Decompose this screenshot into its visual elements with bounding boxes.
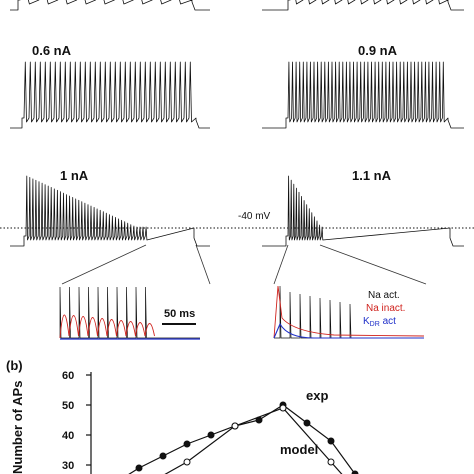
legend-na-act: Na act. bbox=[368, 290, 400, 301]
label-0.6nA: 0.6 nA bbox=[32, 43, 72, 58]
trace-3 bbox=[262, 61, 464, 129]
y-ticks: 60 50 40 30 bbox=[62, 370, 91, 472]
voltage-traces bbox=[10, 0, 464, 247]
y-tick-label-40: 40 bbox=[62, 430, 74, 442]
voltage-label: -40 mV bbox=[238, 211, 271, 222]
series-label-exp: exp bbox=[306, 388, 328, 403]
zoom-connector-left-b bbox=[195, 244, 211, 285]
point-exp-9 bbox=[327, 437, 335, 445]
point-exp-3 bbox=[183, 440, 191, 448]
y-tick-label-60: 60 bbox=[62, 370, 74, 382]
inset-left-na-inact bbox=[59, 314, 155, 339]
trace-2 bbox=[10, 61, 210, 129]
zoom-connector-left-a bbox=[61, 244, 147, 285]
plot-series bbox=[128, 401, 359, 474]
point-exp-10 bbox=[351, 470, 359, 474]
label-1nA: 1 nA bbox=[60, 168, 89, 183]
gating-insets bbox=[59, 285, 425, 340]
legend-na-inact: Na inact. bbox=[366, 303, 405, 314]
point-exp-8 bbox=[303, 419, 311, 427]
y-axis-label: Number of APs bbox=[10, 381, 25, 474]
point-model-3 bbox=[279, 404, 287, 412]
inset-left-na-act bbox=[59, 286, 200, 339]
point-exp-2 bbox=[159, 452, 167, 460]
y-tick-label-50: 50 bbox=[62, 400, 74, 412]
series-line-exp bbox=[128, 404, 356, 474]
label-1.1nA: 1.1 nA bbox=[352, 168, 392, 183]
scale-bar-label: 50 ms bbox=[164, 308, 195, 320]
label-0.9nA: 0.9 nA bbox=[358, 43, 398, 58]
legend-kdr-act: KDR act bbox=[363, 316, 396, 328]
trace-1 bbox=[262, 0, 464, 11]
zoom-connector-right-a bbox=[273, 244, 289, 285]
trace-4 bbox=[10, 175, 210, 247]
inset-right-na-inact bbox=[273, 285, 425, 339]
panel-b-label: (b) bbox=[6, 358, 23, 373]
point-model-1 bbox=[183, 458, 191, 466]
zoom-connector-right-b bbox=[319, 244, 427, 285]
y-tick-label-30: 30 bbox=[62, 460, 74, 472]
point-exp-4 bbox=[207, 431, 215, 439]
trace-0 bbox=[10, 0, 210, 11]
point-model-4 bbox=[327, 458, 335, 466]
point-exp-1 bbox=[135, 464, 143, 472]
series-label-model: model bbox=[280, 442, 318, 457]
trace-5 bbox=[262, 175, 464, 247]
inset-right-kdr-act bbox=[273, 322, 424, 339]
series-line-model bbox=[164, 407, 343, 474]
point-model-2 bbox=[231, 422, 239, 430]
